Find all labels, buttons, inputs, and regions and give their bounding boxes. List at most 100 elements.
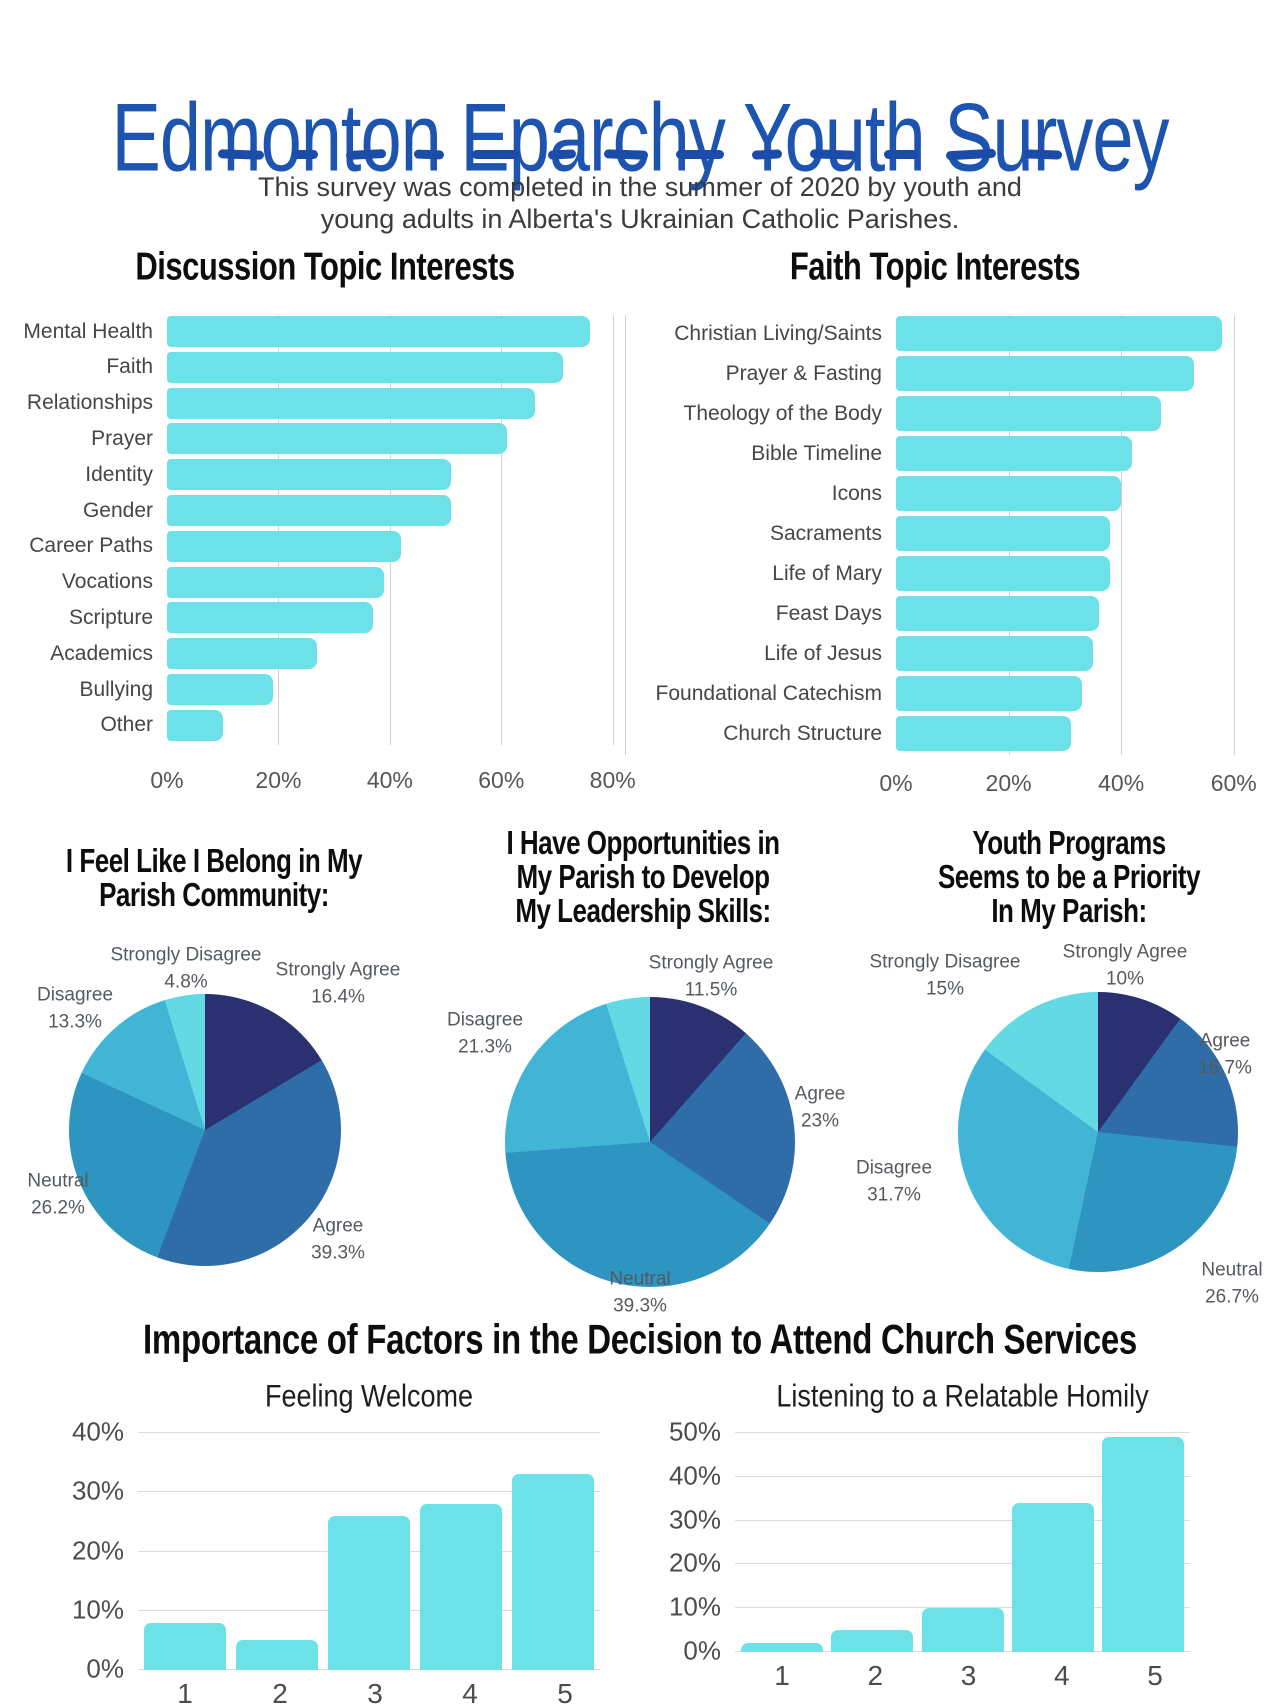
pie-slice-label-value: 21.3%	[458, 1036, 512, 1057]
pie-slice-label-name: Disagree	[446, 1009, 524, 1031]
pie-slice-label-name: Neutral	[609, 1268, 671, 1290]
pie-slice-label-value: 26.7%	[1205, 1286, 1259, 1307]
axis-tick-label: 20%	[668, 1547, 721, 1578]
bar	[1102, 1437, 1184, 1652]
chart-title-text: I Feel Like I Belong in My	[65, 841, 363, 880]
x-axis-tick-label: 1	[774, 1660, 790, 1691]
chart-title: Listening to a Relatable Homily	[735, 1378, 1190, 1433]
chart-title: Discussion Topic Interests	[15, 243, 635, 315]
chart-title-line: Youth Programs	[858, 822, 1280, 861]
bar	[167, 316, 591, 347]
bar	[167, 602, 374, 634]
category-label: Bible Timeline	[751, 441, 882, 465]
gridline	[389, 315, 391, 745]
bar	[144, 1622, 226, 1670]
category-label: Academics	[50, 641, 153, 665]
gridline	[612, 315, 614, 745]
x-axis-tick-label: 2	[272, 1678, 288, 1707]
divider-dash	[809, 149, 857, 160]
pie-slice-label-name: Agree	[794, 1083, 846, 1105]
chart-title-line: My Parish to Develop	[428, 856, 858, 895]
bar	[167, 459, 452, 491]
category-label: Vocations	[61, 570, 153, 594]
plot-left-edge-line	[625, 315, 626, 755]
pie-slice-label: Neutral 39.3%	[550, 1266, 730, 1319]
divider-dash	[413, 149, 445, 160]
chart-title-text: Faith Topic Interests	[789, 244, 1081, 288]
bar	[741, 1643, 823, 1652]
chart-body: Christian Living/Saints Prayer & Fasting T…	[625, 315, 1257, 805]
category-label: Relationships	[26, 391, 153, 415]
gridline: 20%	[669, 1548, 1190, 1578]
axis-tick-label: 0%	[150, 767, 184, 793]
x-axis-tick-label: 1	[177, 1678, 193, 1707]
pie	[958, 992, 1238, 1272]
pie-slice-label-name: Neutral	[1201, 1259, 1263, 1281]
pie-slice-label: Disagree 13.3%	[0, 982, 165, 1035]
pie	[69, 994, 341, 1266]
divider-dash	[1023, 149, 1063, 160]
gridline	[501, 315, 503, 745]
category-label: Icons	[831, 481, 882, 505]
pie-slice-label: Strongly Agree 16.4%	[248, 957, 428, 1010]
chart-title-line: In My Parish:	[858, 890, 1280, 929]
pie-slice-label-name: Agree	[312, 1215, 364, 1237]
axis-tick-label: 60%	[1210, 770, 1257, 796]
pie-slice-label-value: 4.8%	[164, 971, 208, 992]
bar	[896, 636, 1094, 671]
category-label: Faith	[106, 355, 153, 379]
axis-labels: 0% 20% 40% 60%	[879, 770, 1256, 800]
chart-title: I Feel Like I Belong in My Parish Communi…	[0, 840, 428, 913]
pie-slice-label-value: 13.3%	[48, 1011, 102, 1032]
bottom-section-heading: Importance of Factors in the Decision to…	[0, 1316, 1280, 1362]
bar	[167, 387, 535, 419]
faith-topic-interests-chart: Faith Topic Interests Christian Living/Sa…	[625, 243, 1257, 805]
category-label: Bullying	[79, 677, 153, 701]
bar	[167, 530, 401, 562]
pie-slice-label: Disagree 21.3%	[395, 1007, 575, 1060]
bar	[831, 1630, 914, 1652]
bar	[328, 1515, 410, 1670]
pie-slice-label-value: 23%	[800, 1110, 840, 1131]
subtitle: This survey was completed in the summer …	[0, 172, 1280, 235]
category-label: Prayer & Fasting	[725, 361, 882, 385]
x-axis-tick-label: 3	[960, 1660, 977, 1691]
pie-slice-label: Agree 16.7%	[1135, 1028, 1280, 1081]
chart-title-text: My Leadership Skills:	[515, 890, 771, 930]
chart-body: Mental Health Faith Relationships Prayer Ide…	[15, 315, 636, 802]
axis-tick-label: 40%	[1098, 770, 1145, 796]
axis-tick-label: 40%	[366, 767, 413, 793]
category-label: Church Structure	[723, 721, 882, 745]
bars-row	[735, 1433, 1190, 1652]
divider-dash	[676, 150, 724, 159]
pie-slice-label-name: Strongly Disagree	[110, 944, 262, 966]
gridline: 10%	[669, 1592, 1190, 1622]
chart-title-line: Parish Community:	[0, 874, 428, 913]
bar	[896, 716, 1071, 751]
axis-tick-label: 30%	[71, 1475, 124, 1506]
bar	[167, 423, 507, 455]
divider-dash	[945, 148, 997, 161]
category-label: Gender	[82, 498, 153, 522]
category-label: Life of Jesus	[764, 641, 882, 665]
bar	[420, 1504, 502, 1670]
pie-slice-label: Strongly Agree 11.5%	[621, 950, 801, 1003]
pie-slice-label-name: Neutral	[27, 1170, 89, 1192]
axis-tick-label: 0%	[86, 1653, 124, 1684]
axis-tick-label: 40%	[71, 1416, 124, 1447]
category-label: Other	[100, 713, 153, 737]
pie-slice-label-value: 15%	[925, 978, 965, 999]
plot-area: 0% 10% 20% 30% 40% 50%	[669, 1417, 1190, 1666]
chart-title: Faith Topic Interests	[625, 243, 1245, 315]
bottom-section-heading-text: Importance of Factors in the Decision to…	[143, 1316, 1137, 1363]
category-label: Mental Health	[23, 319, 153, 343]
pie-slice-label: Disagree 31.7%	[804, 1155, 984, 1208]
gridline: 40%	[72, 1417, 600, 1447]
chart-title: Youth Programs Seems to be a Priority In M…	[858, 822, 1280, 929]
chart-title: I Have Opportunities in My Parish to Deve…	[428, 822, 858, 929]
pie-slice-label-name: Disagree	[855, 1157, 933, 1179]
bars-row	[138, 1433, 600, 1670]
pie-slice-label-name: Strongly Agree	[1062, 941, 1188, 963]
pie-slice-label: Neutral 26.2%	[0, 1168, 148, 1221]
